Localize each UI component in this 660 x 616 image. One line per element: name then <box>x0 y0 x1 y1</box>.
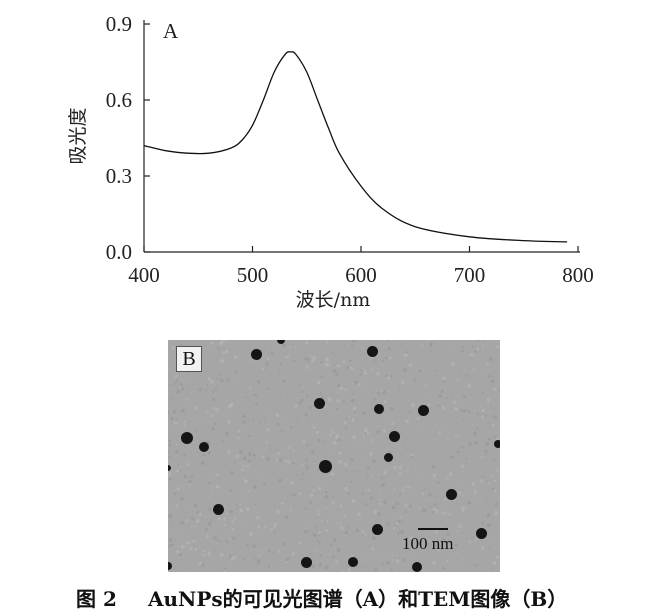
y-tick-label: 0.6 <box>106 88 132 112</box>
panel-b-label: B <box>176 346 202 372</box>
gold-nanoparticle <box>374 404 384 414</box>
gold-nanoparticle <box>250 348 262 360</box>
y-tick-label: 0.3 <box>106 164 132 188</box>
gold-nanoparticle <box>494 440 500 448</box>
figure-number: 图 2 <box>76 587 117 611</box>
gold-nanoparticle <box>181 432 193 444</box>
x-tick-label: 400 <box>128 263 160 287</box>
y-axis-title: 吸光度 <box>67 107 89 164</box>
scale-bar <box>418 528 448 530</box>
gold-nanoparticle <box>313 397 325 409</box>
x-axis-title: 波长/nm <box>296 289 371 311</box>
x-tick-label: 800 <box>562 263 594 287</box>
gold-nanoparticle <box>371 523 383 535</box>
gold-nanoparticle <box>366 345 378 357</box>
x-tick-label: 500 <box>237 263 269 287</box>
chart-axes <box>143 20 580 253</box>
x-ticks: 400 500 600 700 800 <box>128 246 594 287</box>
figure-caption: 图 2 AuNPs的可见光图谱（A）和TEM图像（B） <box>0 583 660 613</box>
gold-nanoparticle <box>348 557 358 567</box>
x-tick-label: 600 <box>345 263 377 287</box>
gold-nanoparticle <box>417 404 429 416</box>
gold-nanoparticle <box>383 452 393 462</box>
gold-nanoparticle <box>388 430 400 442</box>
gold-nanoparticle <box>168 562 172 570</box>
caption-text: AuNPs的可见光图谱（A）和TEM图像（B） <box>148 587 568 611</box>
x-tick-label: 700 <box>454 263 486 287</box>
absorbance-curve <box>143 51 568 243</box>
gold-nanoparticle <box>199 442 209 452</box>
uv-vis-chart: 0.0 0.3 0.6 0.9 400 500 600 700 800 A 波长/nm 吸光度 <box>67 12 594 311</box>
tem-image: B 100 nm <box>168 340 500 572</box>
gold-nanoparticle <box>412 562 422 572</box>
y-tick-label: 0.0 <box>106 240 132 264</box>
gold-nanoparticle <box>475 527 487 539</box>
y-ticks: 0.0 0.3 0.6 0.9 <box>106 12 150 264</box>
gold-nanoparticle <box>212 503 224 515</box>
panel-a-label: A <box>163 19 179 43</box>
gold-nanoparticle <box>168 465 171 471</box>
scale-bar-label: 100 nm <box>402 534 454 553</box>
gold-nanoparticle <box>277 340 285 344</box>
gold-nanoparticle <box>318 459 332 473</box>
gold-nanoparticle <box>300 556 312 568</box>
gold-nanoparticle <box>445 488 457 500</box>
y-tick-label: 0.9 <box>106 12 132 36</box>
